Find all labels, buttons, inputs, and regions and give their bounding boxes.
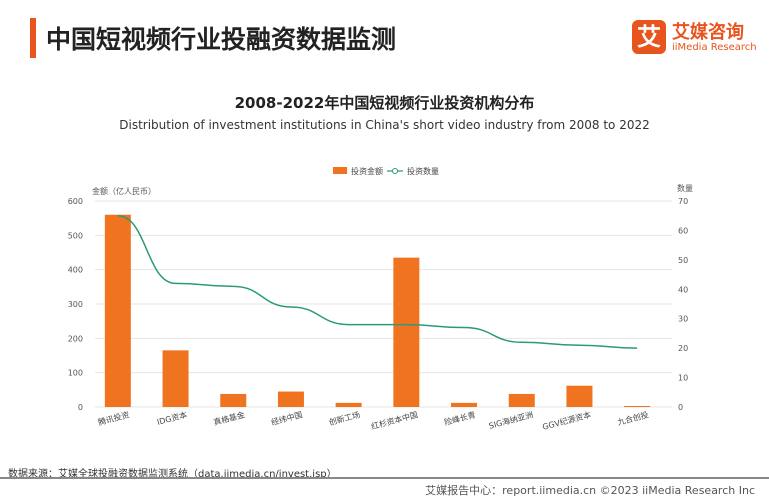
x-tick-label: 腾讯投资 <box>97 409 130 427</box>
y-tick-label: 200 <box>68 334 83 343</box>
bar <box>335 402 362 407</box>
bar <box>220 393 247 407</box>
bar <box>277 391 304 407</box>
chart-subtitle: Distribution of investment institutions … <box>119 118 650 132</box>
y-tick-label: 300 <box>68 300 83 309</box>
bar <box>508 393 535 407</box>
y2-tick-label: 50 <box>678 256 688 265</box>
bar <box>393 257 420 407</box>
logo-cn: 艾媒咨询 <box>672 22 744 43</box>
legend-line-marker <box>392 168 398 174</box>
bar <box>624 405 651 407</box>
x-tick-label: SIG海纳亚洲 <box>488 409 535 430</box>
logo-en: iiMedia Research <box>672 42 757 53</box>
y2-tick-label: 60 <box>678 226 688 235</box>
x-tick-label: 经纬中国 <box>270 409 303 427</box>
y2-tick-label: 30 <box>678 315 688 324</box>
y2-tick-label: 0 <box>678 403 683 412</box>
y2-tick-label: 40 <box>678 285 688 294</box>
chart-title: 2008-2022年中国短视频行业投资机构分布 <box>234 94 535 112</box>
bar <box>104 214 131 407</box>
y-tick-label: 100 <box>68 369 83 378</box>
y-tick-label: 400 <box>68 266 83 275</box>
bar <box>451 402 478 407</box>
y2-axis-label: 数量 <box>677 183 693 193</box>
x-tick-label: 红杉资本中国 <box>370 409 419 431</box>
footer-divider <box>0 477 769 479</box>
y-axis-label: 金额（亿人民币） <box>92 186 156 196</box>
x-tick-label: 九合创投 <box>616 409 649 427</box>
line-series <box>117 214 638 349</box>
logo-mark: 艾 <box>632 20 666 54</box>
x-tick-label: 创新工场 <box>328 409 361 427</box>
footer-credit: 艾媒报告中心：report.iimedia.cn ©2023 iiMedia R… <box>425 484 755 497</box>
page-title: 中国短视频行业投融资数据监测 <box>46 25 397 54</box>
x-tick-label: IDG资本 <box>156 409 188 427</box>
y-tick-label: 0 <box>78 403 83 412</box>
x-tick-label: 真格基金 <box>212 409 245 427</box>
y2-tick-label: 20 <box>678 344 688 353</box>
title-accent-bar <box>30 18 36 58</box>
bar <box>162 350 189 407</box>
data-source: 数据来源：艾媒全球投融资数据监测系统（data.iimedia.cn/inves… <box>8 469 337 480</box>
y-tick-label: 600 <box>68 197 83 206</box>
y2-tick-label: 10 <box>678 374 688 383</box>
legend-label: 投资数量 <box>407 166 439 176</box>
legend-bar-swatch <box>333 167 347 174</box>
legend-label: 投资金额 <box>351 166 383 176</box>
y-tick-label: 500 <box>68 231 83 240</box>
y2-tick-label: 70 <box>678 197 688 206</box>
bar <box>566 385 593 407</box>
x-tick-label: GGV纪源资本 <box>541 409 592 432</box>
x-tick-label: 险峰长青 <box>443 409 476 427</box>
